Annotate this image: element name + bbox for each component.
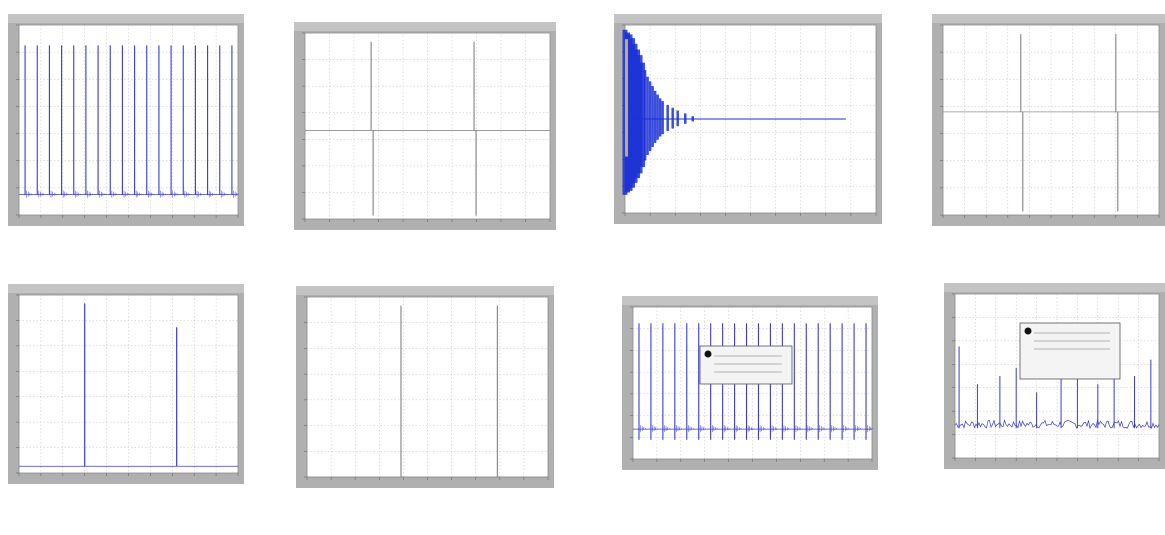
initial-transient xyxy=(625,39,628,157)
noise-floor xyxy=(954,419,1160,430)
chart-panel-3 xyxy=(614,14,882,224)
inset-box-marker xyxy=(1024,327,1032,335)
chart-title-bar xyxy=(614,14,882,23)
chart-panel-1 xyxy=(8,14,244,226)
chart-panel-8-svg xyxy=(944,283,1165,469)
chart-panel-7-svg xyxy=(622,296,878,470)
chart-panel-2 xyxy=(294,22,556,230)
chart-panel-5-svg xyxy=(8,284,244,484)
chart-panel-4 xyxy=(932,14,1165,226)
chart-panel-2-svg xyxy=(294,22,556,230)
series-trace xyxy=(19,45,239,198)
chart-panel-7 xyxy=(622,296,878,470)
chart-panel-5 xyxy=(8,284,244,484)
chart-panel-6-svg xyxy=(296,286,554,488)
chart-title-bar xyxy=(296,286,554,295)
inset-box xyxy=(1019,322,1121,380)
inset-box xyxy=(699,345,793,385)
plot-area xyxy=(306,296,549,478)
chart-panel-8 xyxy=(944,283,1165,469)
chart-panel-1-svg xyxy=(8,14,244,226)
chart-title-bar xyxy=(294,22,556,31)
series-trace xyxy=(305,41,550,216)
chart-title-bar xyxy=(944,283,1165,292)
chart-title-bar xyxy=(8,284,244,293)
chart-title-bar xyxy=(622,296,878,305)
chart-panel-6 xyxy=(296,286,554,488)
series-trace xyxy=(19,303,238,467)
inset-box-marker xyxy=(704,350,712,358)
series-trace xyxy=(307,305,548,478)
series-trace xyxy=(622,29,846,195)
chart-panel-4-svg xyxy=(932,14,1165,226)
series-trace xyxy=(954,346,1160,430)
chart-title-bar xyxy=(932,14,1165,23)
chart-panel-3-svg xyxy=(614,14,882,224)
chart-title-bar xyxy=(8,14,244,23)
series-trace xyxy=(943,34,1159,212)
